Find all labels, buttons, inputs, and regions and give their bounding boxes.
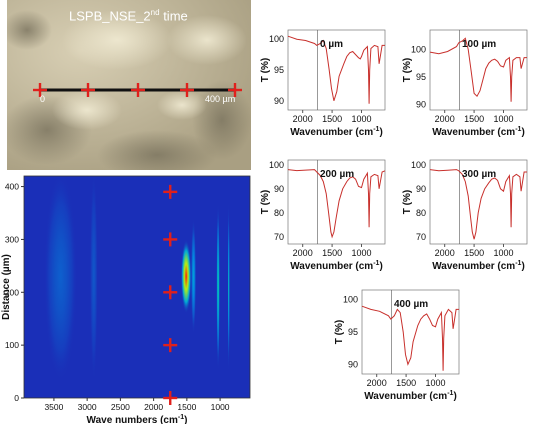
spectrum-y-tick-label: 80 (416, 208, 426, 218)
spectrum-x-axis-label: Wavenumber (cm-1) (432, 260, 525, 272)
micrograph-panel: LSPB_NSE_2nd time 0 400 µm (2, 0, 252, 180)
spectrum-x-tick-label: 2000 (367, 378, 387, 388)
spectrum-distance-label: 300 µm (462, 169, 496, 180)
spectrum-x-tick-label: 1500 (322, 248, 342, 258)
micrograph-title-sup: nd (150, 8, 160, 17)
spectrum-y-tick-label: 100 (343, 295, 358, 305)
spectrum-x-tick-label: 1000 (425, 378, 445, 388)
spectrum-distance-label: 200 µm (320, 169, 354, 180)
heatmap-band-5 (89, 176, 98, 383)
spectrum-frame (361, 289, 460, 375)
heatmap-x-axis-label: Wave numbers (cm-1) (87, 414, 188, 424)
spectrum-y-tick-label: 100 (269, 34, 284, 44)
spectrum-y-axis-label: T (%) (260, 190, 271, 214)
heatmap-y-tick-label: 400 (5, 182, 19, 192)
spectrum-x-tick-label: 1500 (464, 114, 484, 124)
spectrum-line (429, 169, 527, 240)
scan-markers (33, 83, 242, 97)
heatmap-band-2 (227, 202, 230, 372)
heatmap-y-tick-label: 300 (5, 234, 19, 244)
spectrum-x-axis-label: Wavenumber (cm-1) (290, 260, 383, 272)
spectrum-x-tick-label: 2000 (435, 114, 455, 124)
micrograph-image (2, 0, 252, 180)
heatmap-x-tick-label: 1000 (211, 402, 230, 412)
heatmap-marker-1 (163, 338, 178, 353)
scan-marker-4 (228, 83, 242, 97)
spectrum-x-tick-label: 1000 (493, 248, 513, 258)
spectrum-x-tick-label: 2000 (435, 248, 455, 258)
heatmap-chart: 3500 3000 2500 2000 1500 1000 0 100 200 300 400 Wav… (1, 175, 251, 424)
heatmap-x-tick-label: 1500 (177, 402, 196, 412)
spectrum-y-tick-label: 100 (269, 160, 284, 170)
heatmap-x-tick-label: 3000 (78, 402, 97, 412)
spectrum-y-tick-label: 95 (416, 72, 426, 82)
spectrum-y-axis-label: T (%) (334, 320, 345, 344)
heatmap-band-1 (216, 202, 220, 372)
spectrum-y-tick-label: 90 (416, 184, 426, 194)
scan-marker-0 (33, 83, 47, 97)
heatmap-marker-0 (163, 391, 178, 405)
spectrum-y-axis-label: T (%) (402, 58, 413, 82)
micrograph-title-text: LSPB_NSE_2 (69, 8, 151, 24)
spectrum-line (361, 305, 459, 371)
spectrum-x-tick-label: 2000 (293, 248, 313, 258)
heatmap-bands (43, 176, 230, 383)
spectrum-300um: 70 80 90 100 2000 1500 1000 300 µm T (%) Wavenumb… (402, 159, 528, 272)
spectrum-y-axis-label: T (%) (260, 58, 271, 82)
heatmap-x-tick-label: 2000 (144, 402, 163, 412)
spectrum-y-tick-label: 100 (411, 44, 426, 54)
heatmap-y-tick-label: 200 (5, 287, 19, 297)
scan-marker-1 (81, 83, 95, 97)
micrograph-title: LSPB_NSE_2nd time (69, 8, 188, 23)
heatmap-y-axis-label: Distance (µm) (1, 254, 12, 320)
spectrum-x-tick-label: 1000 (493, 114, 513, 124)
spectrum-y-tick-label: 95 (274, 65, 284, 75)
scan-marker-2 (131, 83, 145, 97)
heatmap-band-0 (180, 239, 192, 314)
scan-marker-3 (180, 83, 194, 97)
heatmap-y-tick-label: 100 (5, 340, 19, 350)
spectrum-y-tick-label: 100 (411, 160, 426, 170)
spectrum-y-tick-label: 70 (416, 232, 426, 242)
heatmap-marker-4 (163, 184, 178, 199)
spectrum-100um: 90 95 100 2000 1500 1000 100 µm T (%) Wavenumber… (402, 29, 528, 138)
spectrum-line (429, 37, 527, 102)
spectrum-line (287, 169, 386, 239)
spectrum-y-tick-label: 90 (274, 184, 284, 194)
spectrum-y-axis-label: T (%) (402, 190, 413, 214)
spectrum-y-tick-label: 90 (348, 359, 358, 369)
spectrum-y-tick-label: 95 (348, 327, 358, 337)
spectrum-0um: 90 95 100 2000 1500 1000 0 µm T (%) Wavenumber (… (260, 29, 386, 138)
scan-end-label: 400 µm (205, 94, 236, 104)
spectrum-x-tick-label: 1000 (351, 248, 371, 258)
spectrum-y-tick-label: 70 (274, 232, 284, 242)
spectrum-distance-label: 0 µm (320, 39, 343, 50)
heatmap-marker-3 (163, 232, 178, 247)
heatmap-band-4 (43, 176, 78, 383)
spectrum-400um: 90 95 100 2000 1500 1000 400 µm T (%) Wavenumber… (334, 289, 460, 402)
spectrum-x-axis-label: Wavenumber (cm-1) (364, 390, 457, 402)
spectrum-line (287, 35, 385, 104)
spectrum-distance-label: 400 µm (394, 299, 428, 310)
spectrum-x-tick-label: 1000 (351, 114, 371, 124)
spectrum-distance-label: 100 µm (462, 39, 496, 50)
spectrum-x-tick-label: 1500 (464, 248, 484, 258)
spectrum-200um: 70 80 90 100 2000 1500 1000 200 µm T (%) Wavenumb… (260, 159, 386, 272)
spectrum-y-tick-label: 80 (274, 208, 284, 218)
micrograph-title-tail: time (159, 8, 188, 24)
heatmap-x-tick-label: 3500 (44, 402, 63, 412)
heatmap-marker-2 (163, 285, 178, 300)
spectrum-x-tick-label: 1500 (322, 114, 342, 124)
heatmap-x-tick-label: 2500 (111, 402, 130, 412)
spectrum-y-tick-label: 90 (274, 96, 284, 106)
spectrum-x-axis-label: Wavenumber (cm-1) (432, 126, 525, 138)
heatmap-y-tick-label: 0 (14, 393, 19, 403)
heatmap-frame (23, 175, 251, 399)
spectrum-x-tick-label: 1500 (396, 378, 416, 388)
spectrum-y-tick-label: 90 (416, 99, 426, 109)
heatmap-band-3 (190, 218, 197, 335)
scan-start-label: 0 (40, 94, 46, 104)
spectrum-x-tick-label: 2000 (293, 114, 313, 124)
spectrum-x-axis-label: Wavenumber (cm-1) (290, 126, 383, 138)
